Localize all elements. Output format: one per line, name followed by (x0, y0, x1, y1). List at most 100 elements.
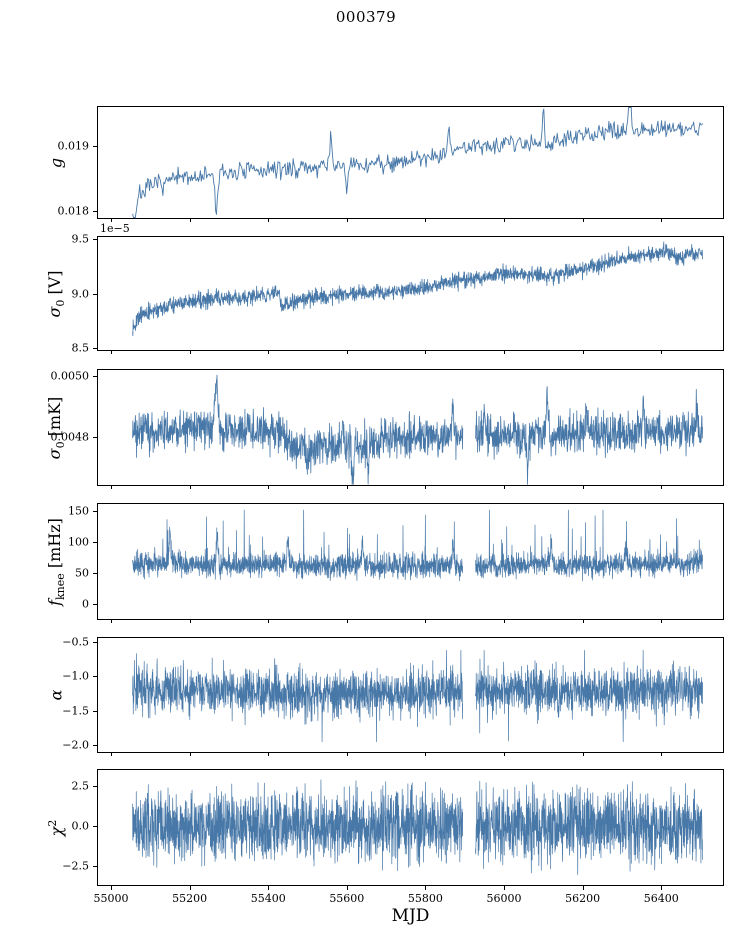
sigma0-v-line-series (132, 241, 703, 337)
x-axis-label: MJD (391, 906, 430, 926)
y-tick-mark (93, 572, 97, 574)
fknee-line-series (132, 509, 703, 582)
x-tick-mark (661, 351, 663, 354)
y-tick-mark (93, 347, 97, 349)
plot-area-sigma0-mk (97, 369, 724, 486)
x-tick-mark (110, 886, 112, 890)
y-tick-mark (93, 676, 97, 678)
plot-area-g (97, 106, 724, 219)
y-tick-label: −1.0 (62, 669, 89, 683)
x-tick-mark (425, 753, 427, 756)
x-tick-mark (425, 486, 427, 489)
x-tick-label: 56400 (643, 892, 679, 905)
x-tick-mark (425, 620, 427, 623)
y-tick-mark (93, 239, 97, 241)
plot-area-alpha (97, 637, 724, 753)
plot-area-chi2 (97, 769, 724, 886)
y-tick-mark (93, 511, 97, 513)
y-tick-mark (93, 542, 97, 544)
chi2-line-series (132, 779, 703, 875)
panel-alpha: α (0, 637, 732, 753)
x-tick-mark (504, 219, 506, 222)
x-tick-mark (582, 753, 584, 756)
y-tick-label: 0 (82, 597, 89, 611)
y-tick-mark (93, 436, 97, 438)
x-tick-mark (346, 219, 348, 222)
x-tick-mark (189, 351, 191, 354)
panel-fknee: fknee [mHz] (0, 503, 732, 620)
x-tick-mark (268, 886, 270, 890)
x-tick-mark (504, 886, 506, 890)
x-tick-mark (661, 486, 663, 489)
x-tick-mark (346, 351, 348, 354)
x-tick-mark (110, 486, 112, 489)
g-line-series (132, 107, 703, 218)
x-tick-mark (504, 351, 506, 354)
plot-area-sigma0-v (97, 236, 724, 351)
x-tick-mark (268, 620, 270, 623)
y-tick-label: 0.0050 (50, 369, 90, 383)
y-tick-mark (93, 376, 97, 378)
y-tick-label: 0.0 (71, 819, 90, 833)
x-tick-mark (425, 351, 427, 354)
panel-sigma0-v: σ0 [V] (0, 236, 732, 351)
x-tick-mark (110, 351, 112, 354)
x-tick-mark (189, 219, 191, 222)
x-tick-mark (346, 486, 348, 489)
sigma0-mk-line-series (132, 374, 703, 485)
y-tick-label: −0.5 (62, 635, 89, 649)
y-tick-label: −2.0 (62, 738, 89, 752)
x-tick-mark (189, 886, 191, 890)
x-tick-mark (268, 219, 270, 222)
x-tick-mark (189, 753, 191, 756)
panel-chi2: χ2 (0, 769, 732, 886)
x-tick-mark (504, 753, 506, 756)
y-tick-label: 0.019 (57, 139, 90, 153)
y-tick-mark (93, 146, 97, 148)
x-tick-mark (582, 219, 584, 222)
x-tick-mark (268, 486, 270, 489)
y-tick-mark (93, 785, 97, 787)
x-tick-mark (110, 620, 112, 623)
ylabel-fknee: fknee [mHz] (44, 517, 68, 606)
x-tick-mark (582, 620, 584, 623)
x-tick-mark (504, 620, 506, 623)
y-tick-label: 2.5 (71, 779, 90, 793)
y-tick-label: 50 (75, 566, 89, 580)
x-tick-label: 55200 (172, 892, 208, 905)
x-tick-mark (346, 886, 348, 890)
x-tick-mark (661, 219, 663, 222)
panel-g: g (0, 106, 732, 219)
y-tick-mark (93, 603, 97, 605)
x-tick-mark (661, 753, 663, 756)
x-tick-mark (582, 486, 584, 489)
x-tick-mark (582, 886, 584, 890)
y-tick-mark (93, 642, 97, 644)
x-tick-mark (661, 886, 663, 890)
x-tick-mark (582, 351, 584, 354)
x-tick-mark (110, 219, 112, 222)
y-tick-mark (93, 710, 97, 712)
x-tick-mark (504, 486, 506, 489)
y-tick-label: 0.018 (57, 204, 90, 218)
x-tick-mark (268, 753, 270, 756)
y-tick-label: 9.0 (71, 287, 90, 300)
y-tick-mark (93, 825, 97, 827)
y-tick-label: 0.0048 (50, 430, 90, 444)
y-tick-label: −2.5 (62, 859, 89, 873)
ylabel-g: g (46, 157, 66, 168)
y-tick-mark (93, 293, 97, 295)
x-tick-mark (425, 219, 427, 222)
axis-offset-text: 1e−5 (100, 222, 130, 235)
x-tick-mark (268, 351, 270, 354)
x-tick-mark (661, 620, 663, 623)
y-tick-label: −1.5 (62, 704, 89, 718)
x-tick-mark (189, 486, 191, 489)
x-tick-label: 56000 (486, 892, 522, 905)
x-tick-label: 56200 (565, 892, 601, 905)
x-tick-mark (346, 753, 348, 756)
plot-area-fknee (97, 503, 724, 620)
x-tick-mark (346, 620, 348, 623)
ylabel-sigma0-mk: σ0 [mK] (44, 396, 68, 459)
